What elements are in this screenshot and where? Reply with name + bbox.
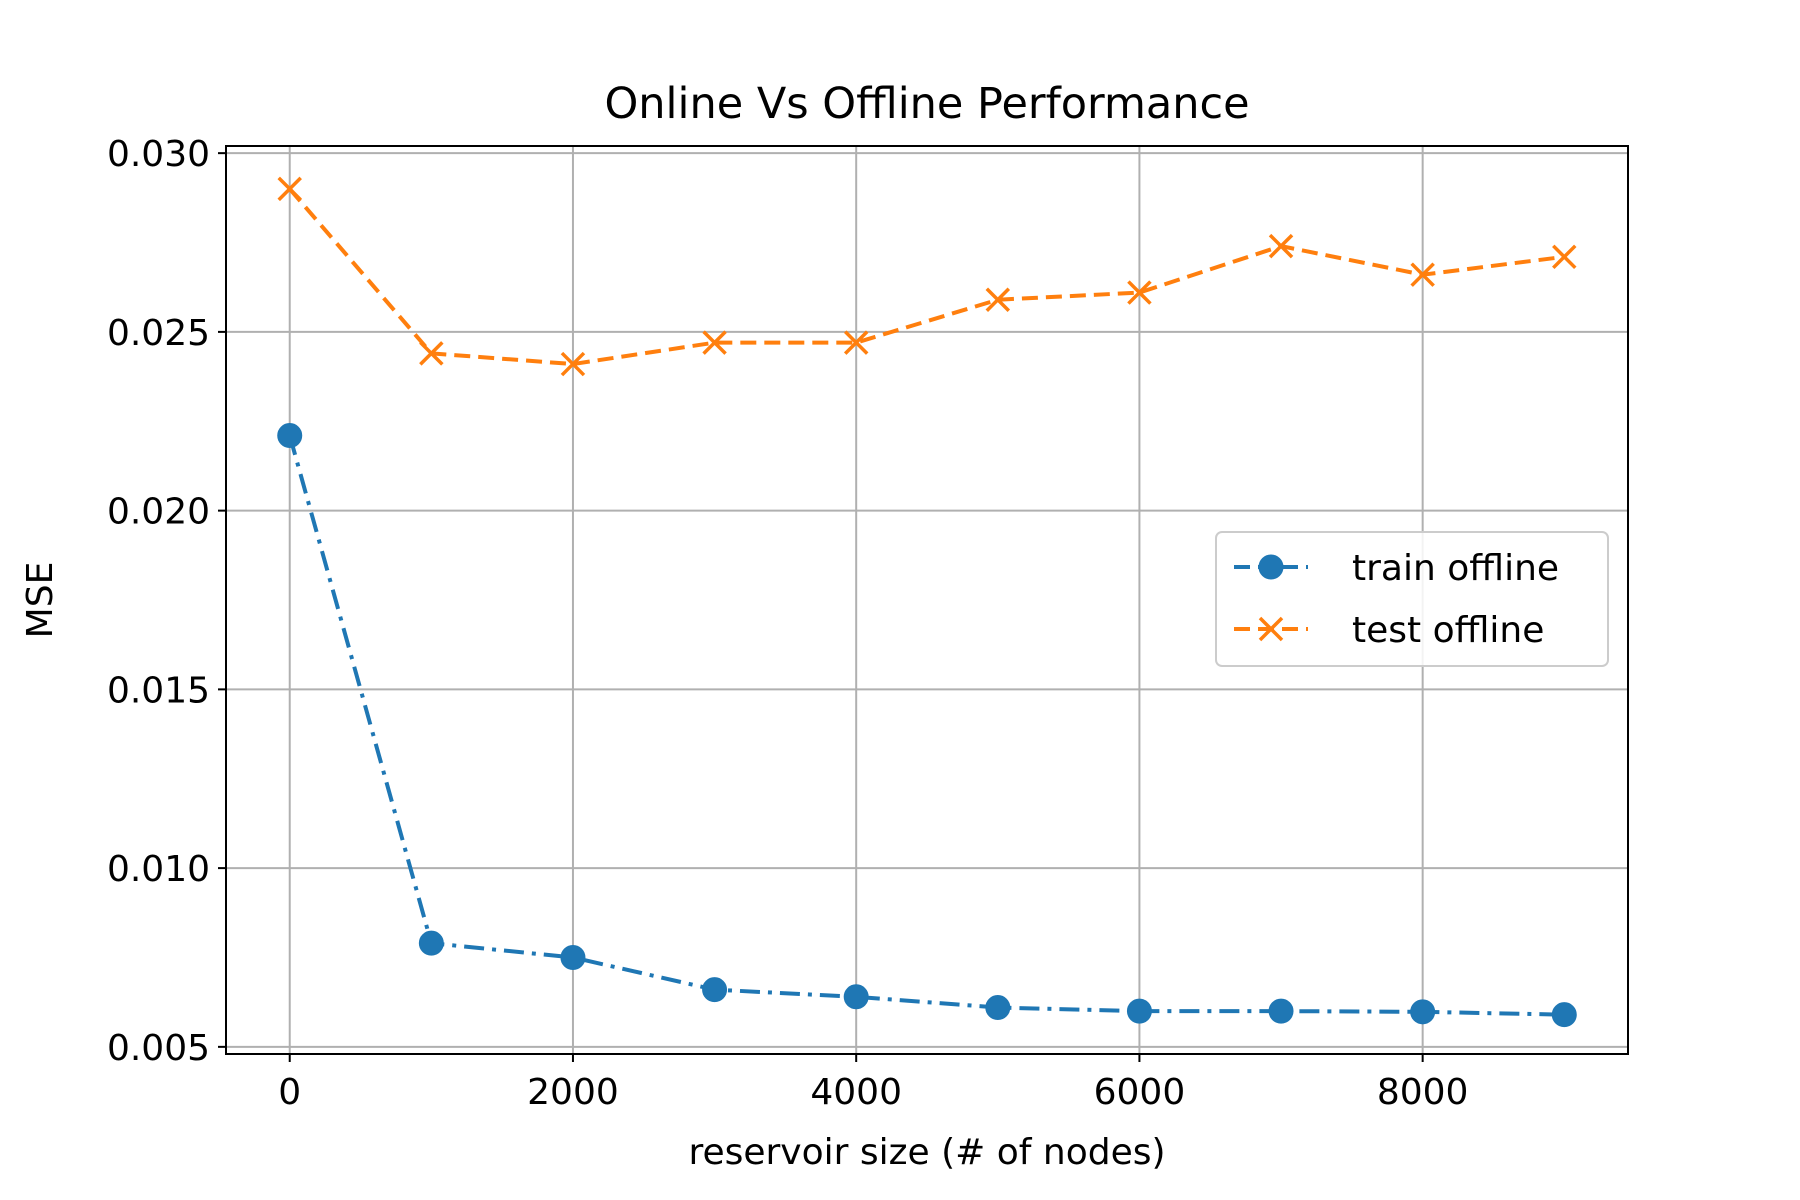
legend-marker <box>1258 616 1284 642</box>
series-train-offline <box>277 423 1577 1028</box>
x-tick-label: 8000 <box>1377 1072 1469 1113</box>
data-point <box>702 330 727 355</box>
data-point <box>702 977 728 1003</box>
x-tick-label: 6000 <box>1094 1072 1186 1113</box>
data-point <box>1268 998 1294 1024</box>
data-point <box>1127 280 1152 305</box>
y-tick-label: 0.030 <box>107 134 210 175</box>
data-point <box>985 287 1011 312</box>
data-point-stroke <box>277 176 302 202</box>
data-point <box>560 351 586 377</box>
series-line <box>287 435 1565 1017</box>
x-tick-label: 4000 <box>810 1072 902 1113</box>
legend-entry: test offline <box>1234 610 1544 651</box>
legend-label: test offline <box>1352 610 1544 651</box>
legend-entry: train offline <box>1234 548 1559 589</box>
data-point <box>1126 998 1152 1024</box>
y-tick-label: 0.020 <box>107 492 210 533</box>
legend-box <box>1215 531 1609 667</box>
data-point <box>985 995 1011 1021</box>
data-point <box>1410 262 1435 287</box>
data-point-stroke <box>1268 233 1294 259</box>
x-tick-label: 0 <box>278 1072 301 1113</box>
data-point-stroke <box>843 330 869 355</box>
data-point <box>560 944 586 970</box>
data-point-stroke <box>1552 244 1577 270</box>
legend: train offline test offline <box>1215 531 1609 667</box>
ticks-layer: 0 2000 4000 6000 8000 0.005 0.010 0.015 0.020 0.0… <box>107 134 1469 1113</box>
data-point <box>1410 999 1436 1025</box>
data-point <box>418 930 444 956</box>
data-point <box>277 176 302 202</box>
grid-layer <box>226 146 1628 1054</box>
data-point <box>1552 244 1577 270</box>
y-tick-label: 0.015 <box>107 670 210 711</box>
plot-frame <box>225 145 1629 1055</box>
series-layer <box>277 176 1577 1028</box>
legend-marker-stroke <box>1258 616 1284 642</box>
data-point-stroke <box>1410 262 1435 287</box>
y-axis-title: MSE <box>20 562 61 639</box>
data-point-stroke <box>1127 280 1152 305</box>
data-point-stroke <box>419 341 444 366</box>
data-point <box>1268 233 1294 259</box>
chart-title: Online Vs Offline Performance <box>604 79 1249 129</box>
data-point <box>419 341 444 366</box>
data-point <box>843 330 869 355</box>
series-line <box>288 187 1565 367</box>
x-axis-title: reservoir size (# of nodes) <box>688 1132 1165 1173</box>
data-point <box>277 423 303 449</box>
data-point <box>1551 1002 1577 1028</box>
y-tick-label: 0.005 <box>107 1028 210 1069</box>
series-test-offline <box>277 176 1577 377</box>
data-point-stroke <box>702 330 727 355</box>
y-tick-label: 0.025 <box>107 313 210 354</box>
data-point-stroke <box>985 287 1011 312</box>
x-tick-label: 2000 <box>527 1072 619 1113</box>
legend-marker <box>1258 554 1284 580</box>
y-tick-label: 0.010 <box>107 849 210 890</box>
data-point-stroke <box>560 351 586 377</box>
legend-label: train offline <box>1352 548 1559 589</box>
data-point <box>843 984 869 1010</box>
